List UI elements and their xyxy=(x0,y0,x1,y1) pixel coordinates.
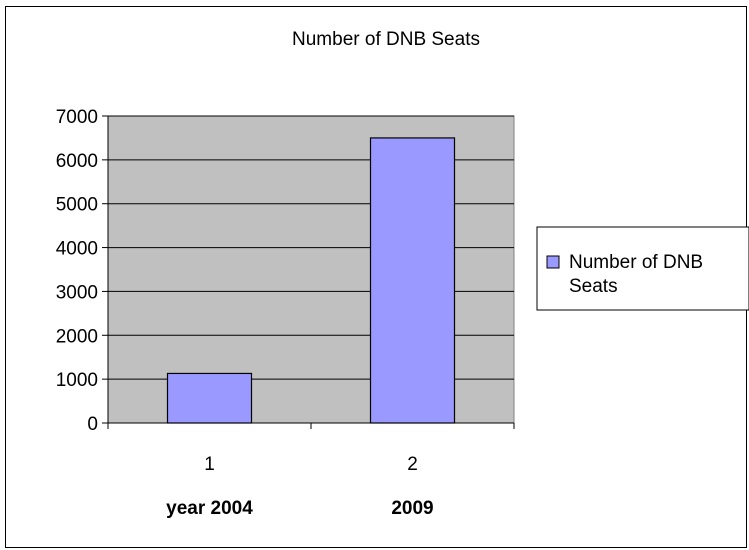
y-tick-label: 5000 xyxy=(56,195,98,216)
y-tick-label: 6000 xyxy=(56,151,98,172)
y-axis-ticks: 0 1000 2000 3000 4000 5000 6000 7000 xyxy=(56,107,108,435)
x-category-sublabel: year 2004 xyxy=(166,498,253,519)
legend-label-line-1: Number of DNB xyxy=(569,252,703,273)
bar-2 xyxy=(371,138,455,423)
y-tick-label: 7000 xyxy=(56,107,98,128)
y-tick-label: 0 xyxy=(87,414,98,435)
x-tick-label: 1 xyxy=(204,454,215,475)
y-tick-label: 3000 xyxy=(56,282,98,303)
y-tick-label: 4000 xyxy=(56,239,98,260)
bar-1 xyxy=(168,373,252,423)
y-tick-label: 1000 xyxy=(56,370,98,391)
legend-label-line-2: Seats xyxy=(569,276,618,297)
chart-title: Number of DNB Seats xyxy=(292,29,480,50)
legend-swatch xyxy=(547,256,559,268)
x-axis-ticks: 1 year 2004 2 2009 xyxy=(108,423,514,519)
legend: Number of DNB Seats xyxy=(537,227,749,310)
y-tick-label: 2000 xyxy=(56,326,98,347)
x-tick-label: 2 xyxy=(407,454,418,475)
x-category-sublabel: 2009 xyxy=(391,498,433,519)
